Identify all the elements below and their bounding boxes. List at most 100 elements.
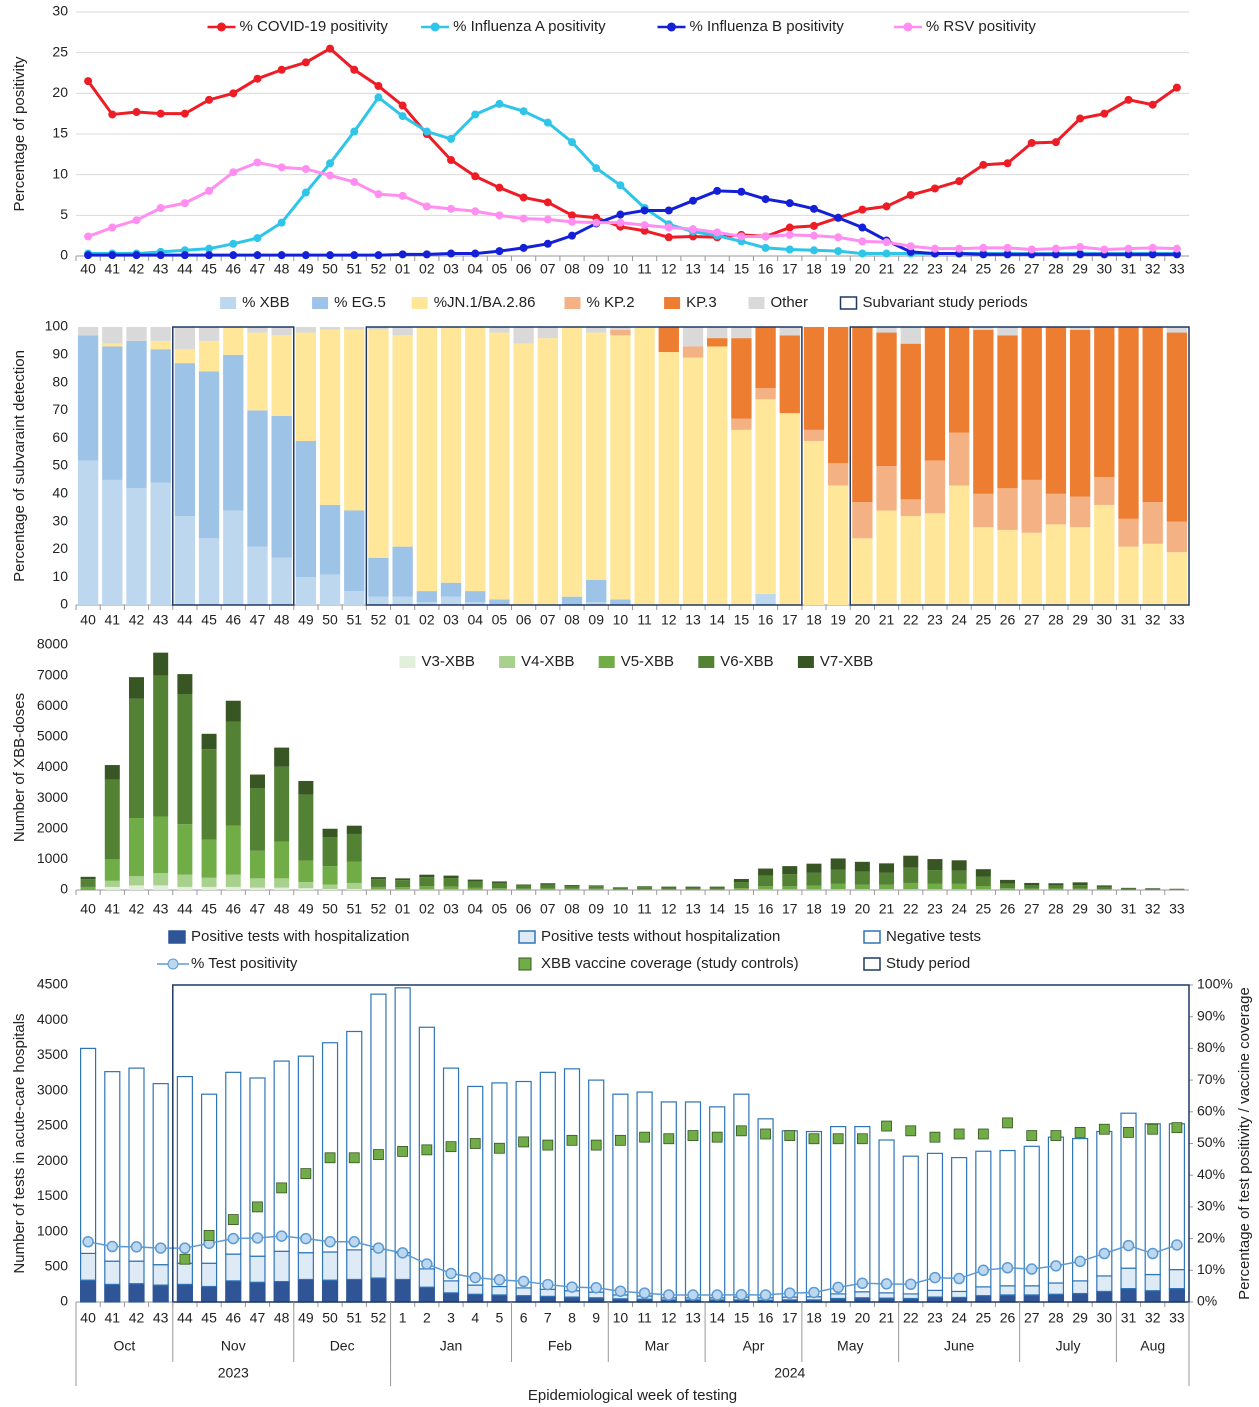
bar-segment xyxy=(1045,493,1067,525)
bar-segment xyxy=(1166,327,1188,333)
legend-swatch xyxy=(863,930,881,944)
point xyxy=(227,1214,239,1225)
bar-segment xyxy=(370,877,386,880)
point xyxy=(517,1275,530,1288)
point xyxy=(979,160,988,169)
y-tick-label: 0 xyxy=(60,596,68,612)
point xyxy=(737,187,746,196)
x-tick-label: 33 xyxy=(1169,261,1185,277)
point xyxy=(277,163,286,172)
x-tick-label: 27 xyxy=(1024,901,1040,917)
bar-segment xyxy=(999,1294,1016,1303)
bar-segment xyxy=(1144,1273,1161,1292)
x-tick-label: 29 xyxy=(1072,1310,1088,1326)
point xyxy=(1148,250,1157,259)
x-tick-label: 20 xyxy=(855,901,871,917)
x-tick-label: 08 xyxy=(564,901,580,917)
x-tick-label: 20 xyxy=(855,1310,871,1326)
x-tick-label: 46 xyxy=(225,612,241,628)
bar-segment xyxy=(661,887,677,890)
series-line xyxy=(86,46,1178,239)
bar-segment xyxy=(153,675,169,817)
bar-segment xyxy=(758,889,774,890)
bar-segment xyxy=(1045,524,1067,605)
bar-segment xyxy=(297,1278,314,1303)
bar-segment xyxy=(1166,521,1188,553)
bar-segment xyxy=(298,860,314,883)
bar-segment xyxy=(610,327,631,330)
legend-label: Positive tests without hospitalization xyxy=(541,928,780,945)
bar-segment xyxy=(539,1071,556,1290)
point xyxy=(374,251,383,260)
x-tick-label: 52 xyxy=(371,261,387,277)
point xyxy=(711,1131,723,1143)
x-tick-label: 31 xyxy=(1121,261,1137,277)
bar-segment xyxy=(344,327,365,330)
legend-label: Negative tests xyxy=(886,928,981,945)
point xyxy=(1002,1117,1013,1129)
bar-segment xyxy=(806,872,822,886)
bar-segment xyxy=(540,883,556,885)
y2-tick-label: 30% xyxy=(1197,1198,1225,1214)
x-tick-label: 30 xyxy=(1097,901,1113,917)
point xyxy=(713,228,722,237)
y-tick-label: 3000 xyxy=(37,1081,68,1097)
bar-segment xyxy=(225,825,241,875)
bar-segment xyxy=(346,825,362,834)
x-tick-label: 5 xyxy=(496,1310,504,1326)
bar-segment xyxy=(395,878,411,881)
point xyxy=(445,1267,457,1280)
bar-segment xyxy=(973,327,994,330)
bar-segment xyxy=(539,1295,556,1303)
bar-segment xyxy=(1142,543,1163,605)
point xyxy=(1076,250,1085,259)
x-tick-label: 45 xyxy=(201,261,217,277)
bar-segment xyxy=(346,882,362,890)
bar-segment xyxy=(926,1152,944,1291)
x-tick-label: 22 xyxy=(903,612,919,628)
point xyxy=(568,138,577,147)
bar-segment xyxy=(758,875,774,887)
point xyxy=(82,1236,94,1248)
bar-segment xyxy=(903,889,919,890)
bar-segment xyxy=(564,886,580,889)
point xyxy=(1098,1247,1111,1260)
bar-segment xyxy=(153,873,169,886)
x-tick-label: 28 xyxy=(1048,901,1064,917)
point xyxy=(566,1134,578,1146)
bar-segment xyxy=(102,343,123,347)
bar-segment xyxy=(975,1286,992,1297)
x-tick-label: 04 xyxy=(467,612,483,628)
bar-segment xyxy=(951,1156,968,1293)
point xyxy=(953,1128,965,1140)
point xyxy=(688,196,697,205)
x-tick-label: 01 xyxy=(395,901,411,917)
group-label: Nov xyxy=(221,1338,246,1354)
point xyxy=(519,214,528,223)
bar-segment xyxy=(803,429,825,441)
x-tick-label: 51 xyxy=(346,261,362,277)
x-tick-label: 24 xyxy=(951,261,967,277)
bar-segment xyxy=(271,415,292,558)
x-tick-label: 18 xyxy=(806,612,822,628)
x-tick-label: 20 xyxy=(855,612,871,628)
x-tick-label: 09 xyxy=(588,901,604,917)
bar-segment xyxy=(1047,1293,1065,1303)
point xyxy=(132,108,141,117)
point xyxy=(640,226,649,235)
bar-segment xyxy=(1145,888,1161,889)
x-tick-label: 51 xyxy=(346,1310,362,1326)
bar-segment xyxy=(1023,1294,1040,1303)
x-tick-label: 50 xyxy=(322,612,338,628)
point xyxy=(301,188,310,197)
bar-segment xyxy=(491,1294,508,1303)
x-tick-label: 24 xyxy=(951,1310,967,1326)
x-tick-label: 30 xyxy=(1097,261,1113,277)
legend-swatch xyxy=(698,656,715,668)
group-label: Feb xyxy=(548,1338,572,1354)
bar-segment xyxy=(150,340,171,350)
bar-segment xyxy=(128,1260,145,1285)
bar-segment xyxy=(491,888,507,890)
x-tick-label: 29 xyxy=(1072,261,1088,277)
bar-segment xyxy=(271,327,292,336)
